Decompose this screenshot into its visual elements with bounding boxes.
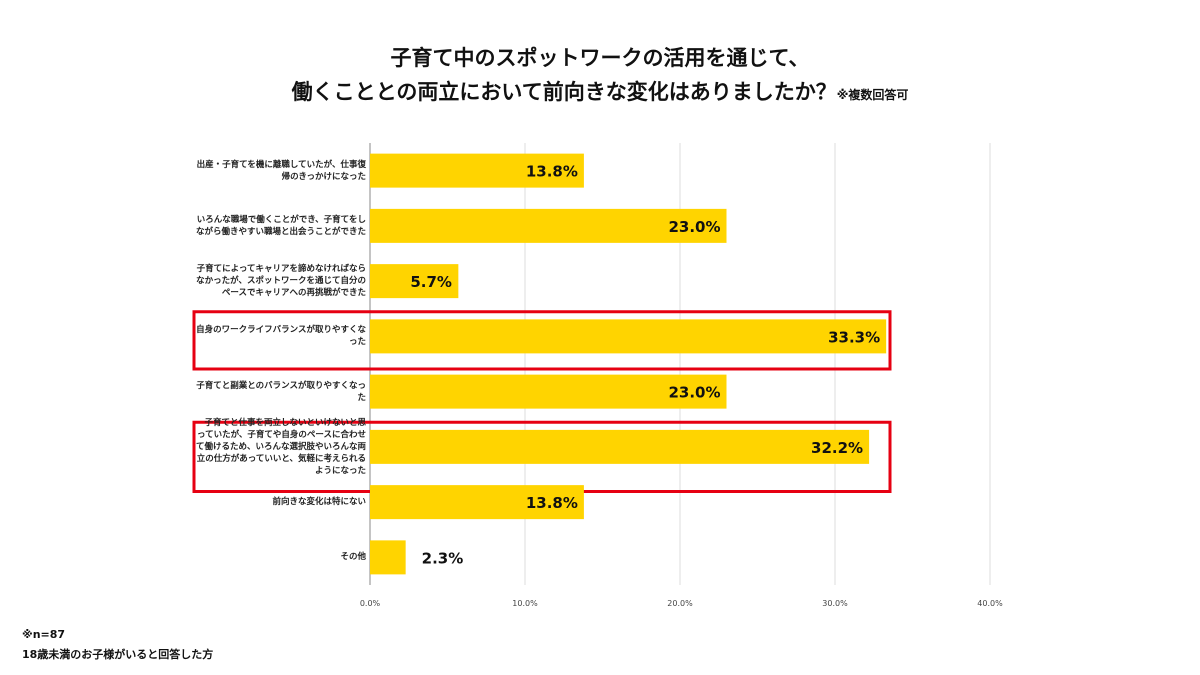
category-label: 前向きな変化は特にない (272, 497, 366, 508)
x-tick-label: 0.0% (360, 599, 381, 608)
category-label: 子育てによってキャリアを諦めなければならなかったが、スポットワークを通じて自分の… (196, 264, 366, 299)
category-label: 子育てと副業とのバランスが取りやすくなった (196, 380, 366, 403)
data-label: 33.3% (828, 328, 880, 346)
highlight-box (192, 310, 892, 371)
bar (370, 153, 584, 188)
bar (370, 540, 406, 575)
data-label: 13.8% (526, 494, 578, 512)
x-tick-label: 30.0% (822, 599, 848, 608)
bar (370, 319, 887, 354)
category-label: いろんな職場で働くことができ、子育てをしながら働きやすい職場と出会うことができた (196, 214, 367, 237)
chart-title-note: ※複数回答可 (836, 88, 909, 102)
bar (370, 485, 584, 520)
bar (370, 264, 459, 299)
data-label: 32.2% (811, 439, 863, 457)
footnote-respondents: 18歳未満のお子様がいると回答した方 (22, 648, 214, 661)
x-tick-label: 40.0% (977, 599, 1003, 608)
chart-title-line2: 働くこととの両立において前向きな変化はありましたか？ (291, 80, 837, 104)
chart-title-line1: 子育て中のスポットワークの活用を通じて、 (390, 46, 810, 70)
category-label: 自身のワークライフバランスが取りやすくなった (196, 325, 366, 348)
data-label: 2.3% (422, 549, 464, 567)
category-label: その他 (340, 552, 366, 563)
category-label: 出産・子育てを機に離職していたが、仕事復帰のきっかけになった (196, 159, 366, 182)
bar (370, 429, 870, 464)
x-tick-label: 20.0% (667, 599, 693, 608)
data-label: 23.0% (668, 384, 720, 402)
chart-title-line2-wrap: 働くこととの両立において前向きな変化はありましたか？※複数回答可 (0, 76, 1200, 106)
bar (370, 374, 727, 409)
data-label: 23.0% (668, 218, 720, 236)
data-label: 5.7% (410, 273, 452, 291)
data-label: 13.8% (526, 163, 578, 181)
x-tick-label: 10.0% (512, 599, 538, 608)
bar (370, 208, 727, 243)
footnote-n: ※n=87 (22, 628, 66, 641)
category-label: 子育てと仕事を両立しないといけないと思っていたが、子育てや自身のペースに合わせて… (196, 417, 367, 476)
